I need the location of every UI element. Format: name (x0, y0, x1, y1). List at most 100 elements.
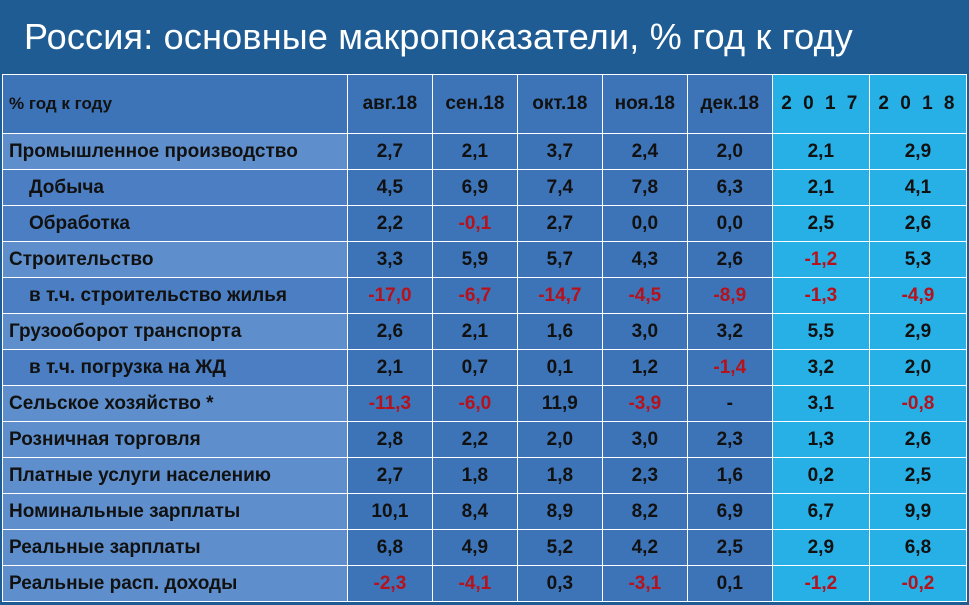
value-cell: -4,1 (431, 565, 518, 602)
value-cell: 3,0 (601, 313, 688, 350)
column-header-2018: 2 0 1 8 (868, 74, 968, 134)
value-cell: 1,8 (431, 457, 518, 494)
value-cell: -2,3 (346, 565, 433, 602)
row-label: в т.ч. строительство жилья (2, 277, 348, 314)
value-cell: 6,3 (686, 169, 773, 206)
value-cell: 4,1 (868, 169, 968, 206)
value-cell: -3,1 (601, 565, 688, 602)
value-cell: 2,1 (771, 133, 870, 170)
value-cell: 2,5 (686, 529, 773, 566)
value-cell: 2,1 (431, 133, 518, 170)
value-cell: 2,2 (431, 421, 518, 458)
value-cell: -8,9 (686, 277, 773, 314)
value-cell: 2,9 (868, 313, 968, 350)
value-cell: 2,6 (868, 205, 968, 242)
row-label: в т.ч. погрузка на ЖД (2, 349, 348, 386)
column-header-2017: 2 0 1 7 (771, 74, 870, 134)
value-cell: 6,7 (771, 493, 870, 530)
value-cell: 7,8 (601, 169, 688, 206)
row-label: Розничная торговля (2, 421, 348, 458)
value-cell: 2,8 (346, 421, 433, 458)
value-cell: 2,0 (868, 349, 968, 386)
column-header-nov-18: ноя.18 (601, 74, 688, 134)
row-label: Платные услуги населению (2, 457, 348, 494)
value-cell: -3,9 (601, 385, 688, 422)
value-cell: 5,5 (771, 313, 870, 350)
row-label: Сельское хозяйство * (2, 385, 348, 422)
value-cell: 2,9 (868, 133, 968, 170)
value-cell: 5,9 (431, 241, 518, 278)
value-cell: 4,2 (601, 529, 688, 566)
value-cell: 8,4 (431, 493, 518, 530)
row-label: Номинальные зарплаты (2, 493, 348, 530)
value-cell: 4,5 (346, 169, 433, 206)
value-cell: 9,9 (868, 493, 968, 530)
row-label: Добыча (2, 169, 348, 206)
value-cell: -1,3 (771, 277, 870, 314)
value-cell: 6,9 (431, 169, 518, 206)
value-cell: 8,2 (601, 493, 688, 530)
value-cell: 5,7 (516, 241, 603, 278)
value-cell: 2,1 (346, 349, 433, 386)
table-row: Платные услуги населению 2,7 1,8 1,8 2,3 1,6 0… (2, 457, 968, 494)
value-cell: 3,2 (686, 313, 773, 350)
value-cell: 6,8 (346, 529, 433, 566)
value-cell: 5,3 (868, 241, 968, 278)
row-label: Строительство (2, 241, 348, 278)
value-cell: 11,9 (516, 385, 603, 422)
value-cell: 3,3 (346, 241, 433, 278)
value-cell: 2,7 (346, 457, 433, 494)
value-cell: 2,1 (771, 169, 870, 206)
value-cell: 10,1 (346, 493, 433, 530)
value-cell: 0,0 (686, 205, 773, 242)
value-cell: 2,3 (686, 421, 773, 458)
value-cell: 0,1 (516, 349, 603, 386)
row-label: Обработка (2, 205, 348, 242)
value-cell: 2,2 (346, 205, 433, 242)
value-cell: 2,5 (868, 457, 968, 494)
value-cell: 2,3 (601, 457, 688, 494)
value-cell: 4,3 (601, 241, 688, 278)
value-cell: -1,2 (771, 565, 870, 602)
value-cell: 2,4 (601, 133, 688, 170)
value-cell: 2,5 (771, 205, 870, 242)
table-row: Добыча 4,5 6,9 7,4 7,8 6,3 2,1 4,1 (2, 169, 968, 206)
value-cell: 2,6 (346, 313, 433, 350)
value-cell: 2,1 (431, 313, 518, 350)
table-row: Промышленное производство 2,7 2,1 3,7 2,4 2,0… (2, 133, 968, 170)
table-row: Розничная торговля 2,8 2,2 2,0 3,0 2,3 1,3 2,6 (2, 421, 968, 458)
value-cell: 0,1 (686, 565, 773, 602)
value-cell: -17,0 (346, 277, 433, 314)
value-cell: 0,2 (771, 457, 870, 494)
value-cell: -0,2 (868, 565, 968, 602)
value-cell: -4,5 (601, 277, 688, 314)
value-cell: 7,4 (516, 169, 603, 206)
value-cell: 6,8 (868, 529, 968, 566)
value-cell: 2,6 (868, 421, 968, 458)
value-cell: 1,3 (771, 421, 870, 458)
table-row: Номинальные зарплаты 10,1 8,4 8,9 8,2 6,9 6,7 9… (2, 493, 968, 530)
table-row: в т.ч. строительство жилья -17,0 -6,7 -14,7… (2, 277, 968, 314)
row-label: Промышленное производство (2, 133, 348, 170)
value-cell: -14,7 (516, 277, 603, 314)
value-cell: 1,2 (601, 349, 688, 386)
value-cell: -6,7 (431, 277, 518, 314)
row-label: Реальные зарплаты (2, 529, 348, 566)
column-header-aug-18: авг.18 (346, 74, 433, 134)
value-cell: 5,2 (516, 529, 603, 566)
value-cell: -4,9 (868, 277, 968, 314)
value-cell: -1,4 (686, 349, 773, 386)
value-cell: 3,2 (771, 349, 870, 386)
column-header-dec-18: дек.18 (686, 74, 773, 134)
value-cell: 2,7 (346, 133, 433, 170)
value-cell: 2,0 (516, 421, 603, 458)
value-cell: 3,0 (601, 421, 688, 458)
value-cell: 8,9 (516, 493, 603, 530)
table-row: Обработка 2,2 -0,1 2,7 0,0 0,0 2,5 2,6 (2, 205, 968, 242)
page-title: Россия: основные макропоказатели, % год … (24, 16, 854, 57)
value-cell: 3,1 (771, 385, 870, 422)
column-header-oct-18: окт.18 (516, 74, 603, 134)
value-cell: - (686, 385, 773, 422)
table-row: Реальные зарплаты 6,8 4,9 5,2 4,2 2,5 2,9 6,8 (2, 529, 968, 566)
row-label: Реальные расп. доходы (2, 565, 348, 602)
